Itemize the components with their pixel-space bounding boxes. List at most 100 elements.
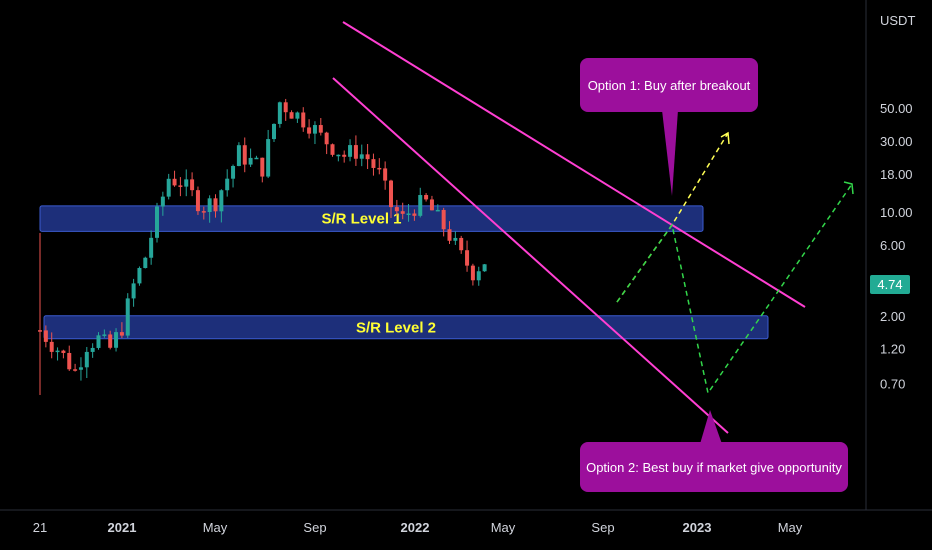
callout-option-1: Option 1: Buy after breakout: [580, 58, 758, 112]
current-price-label: 4.74: [870, 275, 910, 294]
callout-pointer-2: [700, 410, 722, 444]
candle-body: [277, 102, 282, 124]
axes: USDT50.0030.0018.0010.006.003.502.001.20…: [0, 0, 932, 535]
candle-body: [266, 139, 271, 177]
candle-body: [435, 209, 440, 212]
candle-body: [73, 369, 78, 371]
candle-body: [131, 283, 136, 299]
candle-body: [383, 168, 388, 181]
candle-body: [90, 347, 95, 352]
candle-body: [67, 352, 72, 370]
candle-body: [318, 125, 323, 133]
time-tick-label: May: [203, 520, 228, 535]
candle-body: [272, 123, 276, 140]
candle-body: [242, 145, 247, 165]
candle-body: [96, 335, 101, 348]
candles: [38, 98, 487, 395]
candle-body: [155, 206, 159, 238]
candle-body: [459, 237, 464, 251]
trendlines: [332, 21, 854, 444]
candle-body: [207, 198, 212, 213]
projection-option-2: [616, 183, 853, 395]
price-axis-unit: USDT: [880, 13, 915, 28]
candle-body: [43, 330, 48, 342]
candle-body: [55, 350, 60, 353]
time-tick-label: Sep: [303, 520, 326, 535]
candle-body: [289, 112, 294, 119]
time-tick-label: 2021: [108, 520, 137, 535]
candle-body: [78, 367, 83, 370]
price-tick-label: 1.20: [880, 342, 905, 357]
callout-pointer-1: [662, 110, 678, 196]
candle-body: [201, 211, 206, 213]
candle-body: [184, 179, 189, 187]
candle-body: [84, 351, 89, 368]
candle-body: [166, 178, 171, 197]
candle-body: [470, 265, 475, 281]
candle-body: [301, 112, 306, 128]
candle-body: [324, 132, 329, 145]
candle-body: [348, 145, 353, 157]
candle-body: [283, 102, 288, 113]
price-tick-label: 50.00: [880, 101, 913, 116]
candle-body: [424, 195, 429, 200]
candle-body: [125, 298, 130, 336]
callout-option-2-text: Option 2: Best buy if market give opport…: [586, 459, 842, 475]
candle-body: [260, 157, 265, 177]
candle-body: [394, 207, 399, 212]
arrow-head-1: [720, 131, 730, 145]
candle-body: [307, 127, 312, 134]
candle-body: [365, 154, 370, 160]
upper-trendline: [342, 21, 806, 308]
candle-body: [178, 185, 183, 187]
lower-trendline: [332, 77, 729, 434]
sr-zone-2: [43, 315, 769, 340]
candle-body: [137, 268, 142, 284]
candle-body: [412, 213, 417, 216]
candle-body: [143, 257, 148, 269]
candle-body: [342, 154, 347, 157]
price-tick-label: 18.00: [880, 167, 913, 182]
candle-body: [231, 165, 236, 179]
time-tick-label: 21: [33, 520, 47, 535]
time-tick-label: Sep: [591, 520, 614, 535]
candle-body: [195, 190, 200, 212]
sr-zone-label-2: S/R Level 2: [356, 319, 436, 336]
candle-body: [418, 195, 423, 216]
candle-body: [476, 271, 481, 281]
candle-body: [482, 264, 487, 272]
candle-body: [248, 157, 253, 165]
candle-body: [190, 179, 195, 191]
price-tick-label: 30.00: [880, 134, 913, 149]
candle-body: [172, 178, 177, 186]
candle-body: [312, 125, 317, 134]
time-tick-label: 2023: [683, 520, 712, 535]
time-tick-label: May: [778, 520, 803, 535]
candle-body: [102, 334, 107, 336]
current-price-value: 4.74: [877, 277, 903, 292]
candle-body: [160, 196, 165, 207]
price-tick-label: 0.70: [880, 377, 905, 392]
arrow-head-2: [843, 181, 854, 195]
time-tick-label: 2022: [401, 520, 430, 535]
candle-body: [213, 198, 218, 212]
candle-body: [49, 341, 54, 352]
candle-body: [108, 334, 113, 348]
candle-body: [377, 167, 382, 170]
callout-option-2: Option 2: Best buy if market give opport…: [580, 442, 848, 492]
candle-body: [371, 159, 376, 168]
candle-body: [336, 154, 341, 157]
price-tick-label: 2.00: [880, 309, 905, 324]
candle-body: [295, 112, 300, 119]
candle-body: [389, 180, 393, 208]
candle-body: [119, 332, 124, 336]
candle-body: [353, 145, 358, 159]
candle-body: [236, 145, 241, 166]
candle-body: [61, 350, 66, 353]
candle-body: [114, 332, 119, 348]
price-tick-label: 6.00: [880, 238, 905, 253]
candle-body: [330, 144, 335, 155]
candle-body: [406, 213, 411, 215]
